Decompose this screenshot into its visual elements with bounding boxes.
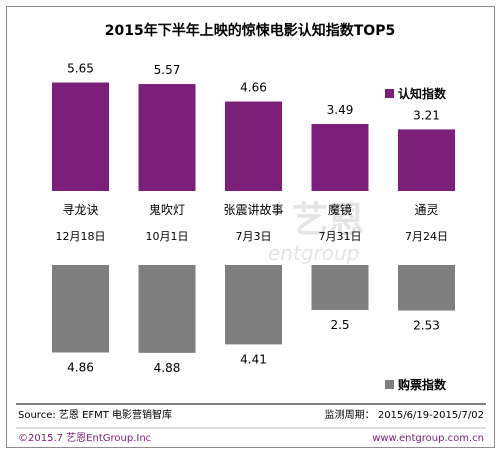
- bar-ticket: [52, 265, 109, 353]
- data-label-ticket: 4.88: [154, 361, 181, 375]
- monitoring-period: 监测周期： 2015/6/19-2015/7/02: [325, 408, 484, 421]
- category-label: 魔镜: [328, 202, 352, 217]
- data-label-ticket: 4.86: [67, 360, 94, 374]
- bar-ticket: [225, 265, 282, 345]
- data-label-awareness: 3.21: [413, 108, 440, 122]
- chart-title: 2015年下半年上映的惊悚电影认知指数TOP5: [105, 22, 395, 39]
- website-link[interactable]: www.entgroup.com.cn: [372, 433, 484, 444]
- data-label-ticket: 4.41: [240, 352, 267, 366]
- bar-ticket: [398, 265, 455, 311]
- data-label-awareness: 4.66: [240, 81, 267, 95]
- legend-swatch-awareness: [385, 89, 394, 98]
- data-label-awareness: 5.57: [154, 63, 181, 77]
- ticket-bars: 4.86 4.88 4.41 2.5 2.53: [52, 265, 455, 375]
- bar-awareness: [52, 82, 109, 191]
- bar-awareness: [225, 101, 282, 191]
- data-label-ticket: 2.53: [413, 319, 440, 333]
- source-text: Source: 艺恩 EFMT 电影营销智库: [18, 408, 172, 421]
- release-date-label: 7月3日: [236, 230, 272, 243]
- category-label: 鬼吹灯: [149, 202, 185, 217]
- watermark-cn: 艺恩: [292, 200, 364, 241]
- release-date-label: 12月18日: [56, 230, 106, 243]
- release-date-label: 7月31日: [319, 230, 362, 243]
- release-date-label: 7月24日: [405, 230, 448, 243]
- watermark-en: entgroup: [268, 241, 359, 265]
- bar-awareness: [138, 84, 196, 191]
- bar-ticket: [311, 265, 369, 310]
- legend-label-awareness: 认知指数: [398, 86, 447, 101]
- bar-ticket: [138, 265, 196, 353]
- awareness-bars: 5.65 5.57 4.66 3.49 3.21: [52, 62, 455, 191]
- legend-label-ticket: 购票指数: [398, 377, 447, 392]
- category-label: 寻龙诀: [62, 203, 98, 217]
- data-label-awareness: 5.65: [67, 62, 94, 76]
- legend: 认知指数 购票指数: [385, 86, 447, 392]
- release-date-label: 10月1日: [146, 230, 189, 243]
- data-label-ticket: 2.5: [330, 318, 349, 332]
- chart-frame: [6, 6, 495, 448]
- category-labels: 寻龙诀 12月18日 鬼吹灯 10月1日 张震讲故事 7月3日 魔镜 7月31日 通灵 7月24日: [56, 202, 449, 243]
- bar-awareness: [398, 129, 455, 191]
- watermark: 艺恩 entgroup: [268, 200, 364, 265]
- category-label: 通灵: [414, 203, 438, 217]
- copyright: ©2015.7 艺恩EntGroup.Inc: [18, 432, 151, 444]
- bar-awareness: [311, 123, 369, 191]
- category-label: 张震讲故事: [223, 202, 283, 217]
- legend-swatch-ticket: [385, 380, 394, 389]
- data-label-awareness: 3.49: [327, 103, 354, 117]
